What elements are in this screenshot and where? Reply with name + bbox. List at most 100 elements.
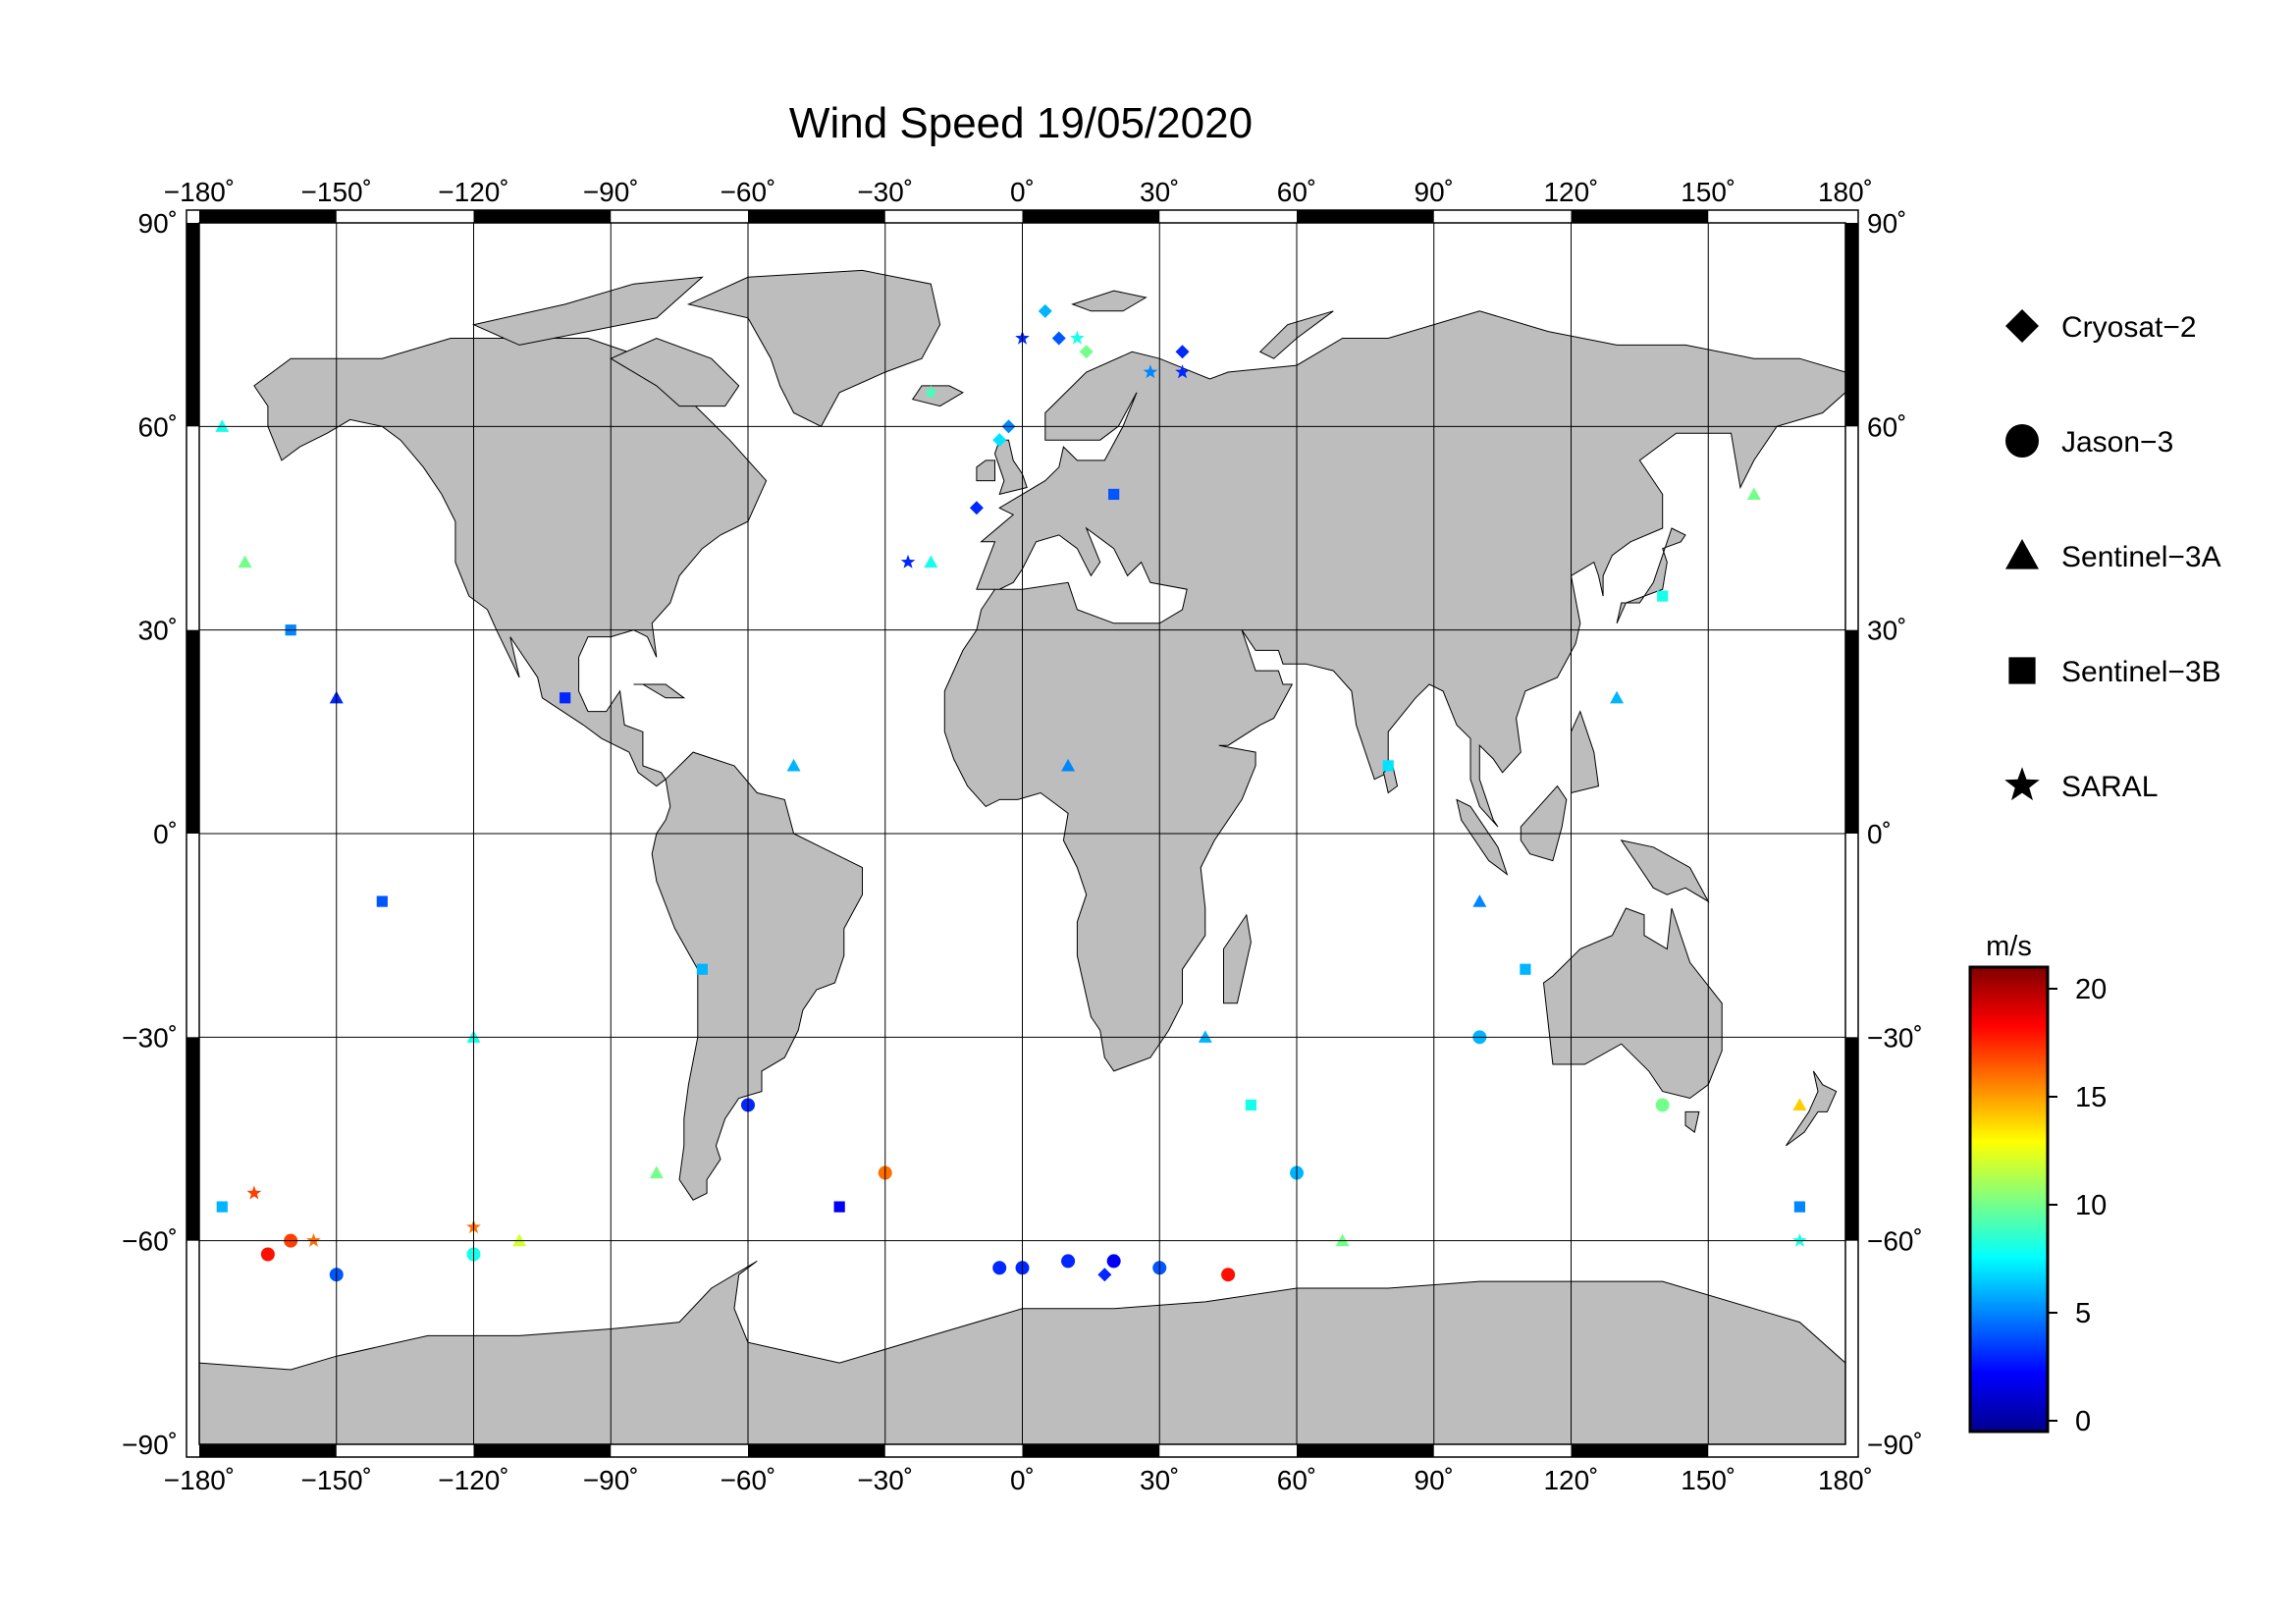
legend-label: Cryosat−2 [2061,311,2197,344]
data-point [1106,1254,1121,1269]
lon-tick-label-bottom: −60˚ [721,1465,776,1495]
land-baffin [610,337,740,407]
lon-tick-label-bottom: −180˚ [164,1465,235,1495]
lon-tick-label-bottom: 150˚ [1681,1465,1735,1495]
lat-tick-label-right: −60˚ [1867,1226,1923,1257]
data-point [1051,331,1066,346]
lon-tick-label-bottom: 90˚ [1415,1465,1454,1495]
legend-label: SARAL [2061,771,2158,803]
lon-tick-label-top: −120˚ [438,177,508,207]
land-svalbard [1071,290,1148,312]
colorbar-tick-label: 20 [2075,974,2107,1005]
lon-tick-label-bottom: 0˚ [1010,1465,1035,1495]
data-point [376,895,388,907]
lon-tick-label-bottom: 60˚ [1277,1465,1316,1495]
data-point [1746,487,1761,501]
frame-band [1571,1444,1709,1457]
land-borneo [1520,784,1568,862]
lon-tick-label-top: −150˚ [301,177,372,207]
colorbar-tick-label: 5 [2075,1298,2091,1329]
frame-band [1022,210,1160,223]
lon-tick-label-top: −60˚ [721,177,776,207]
data-point [1061,758,1076,772]
star-icon [2004,767,2040,801]
data-point [649,1165,664,1179]
land-sumatra [1456,798,1509,876]
frame-band [187,629,199,834]
lat-tick-label-left: 0˚ [153,819,178,849]
colorbar-gradient [1968,965,2050,1434]
frame-band [1845,629,1858,834]
graticule [199,223,1845,1444]
land-new-guinea [1620,839,1710,903]
colorbar-tick-label: 0 [2075,1406,2091,1437]
data-point [1520,963,1531,975]
diamond-icon [2005,309,2039,343]
data-point [260,1247,275,1262]
data-point [1198,1030,1212,1043]
data-point [306,1233,321,1247]
data-point [238,555,252,568]
lat-tick-label-right: 0˚ [1867,819,1892,849]
series-diamond [969,303,1190,1282]
frame-band [187,1037,199,1241]
frame-band [473,210,612,223]
data-point [924,385,938,399]
land-eurasia-africa [943,310,1845,1072]
data-point [833,1201,845,1213]
land-tasmania [1684,1110,1700,1133]
data-point [216,1201,228,1213]
lat-tick-label-left: −30˚ [122,1022,178,1053]
series-triangle [215,419,1807,1247]
lon-tick-label-top: 60˚ [1277,177,1316,207]
lat-tick-label-left: 60˚ [138,411,178,442]
frame-band [473,1444,612,1457]
data-point [1472,894,1487,907]
data-point [1793,1201,1806,1213]
frame-band [1297,1444,1434,1457]
lon-tick-label-bottom: −150˚ [301,1465,372,1495]
land-new-zealand [1785,1070,1838,1147]
data-point [1792,1098,1807,1111]
land-ireland [976,460,995,482]
land-arctic-islands [471,276,704,346]
land-japan [1616,527,1686,624]
lon-tick-label-bottom: −30˚ [857,1465,913,1495]
data-point [1335,1233,1350,1247]
data-point [512,1233,527,1247]
land-madagascar [1223,913,1252,1004]
data-point [1097,1268,1112,1282]
data-point [969,501,984,515]
lon-tick-label-bottom: −120˚ [438,1465,508,1495]
satellite-legend: Cryosat−2 Jason−3 Sentinel−3A Sentinel−3B SA… [2004,309,2221,803]
frame-band [1297,210,1434,223]
data-point [1079,345,1094,359]
colorbar-unit: m/s [1986,931,2032,962]
data-point [786,758,801,772]
frame-band [199,1444,337,1457]
lat-tick-label-right: 30˚ [1867,616,1906,646]
data-point [1061,1254,1076,1269]
lon-tick-label-top: 30˚ [1140,177,1179,207]
land-cuba [633,683,686,699]
frame-band [1571,210,1709,223]
lat-tick-label-left: 90˚ [138,208,178,239]
lon-tick-label-bottom: −90˚ [583,1465,639,1495]
frame-band [1845,223,1858,427]
lon-tick-label-top: −30˚ [857,177,913,207]
data-point [900,554,916,568]
triangle-icon [2005,539,2039,569]
legend-item: Cryosat−2 [2005,309,2197,344]
lon-tick-label-bottom: 30˚ [1140,1465,1179,1495]
lon-tick-label-bottom: 180˚ [1818,1465,1873,1495]
legend-label: Jason−3 [2061,426,2173,459]
chart-title: Wind Speed 19/05/2020 [789,99,1253,147]
lat-tick-label-left: −90˚ [122,1430,178,1460]
data-point [246,1185,262,1200]
series-square [216,488,1806,1213]
lon-tick-label-top: −180˚ [164,177,235,207]
data-point [215,419,230,432]
data-point [1382,760,1394,772]
land-south-america [651,751,863,1201]
